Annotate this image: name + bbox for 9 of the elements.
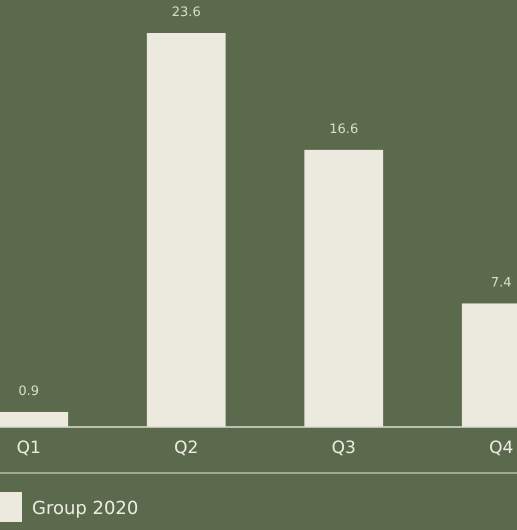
x-tick-label: Q4: [489, 438, 514, 458]
data-label: 23.6: [172, 5, 201, 20]
data-label: 16.6: [329, 122, 358, 137]
x-tick-label: Q2: [174, 438, 198, 458]
data-label: 7.4: [490, 275, 512, 290]
x-tick-label: Q1: [16, 438, 41, 458]
legend-label: Group 2020: [32, 498, 138, 519]
x-tick-label: Q3: [332, 438, 356, 458]
data-label: 0.9: [18, 384, 40, 399]
